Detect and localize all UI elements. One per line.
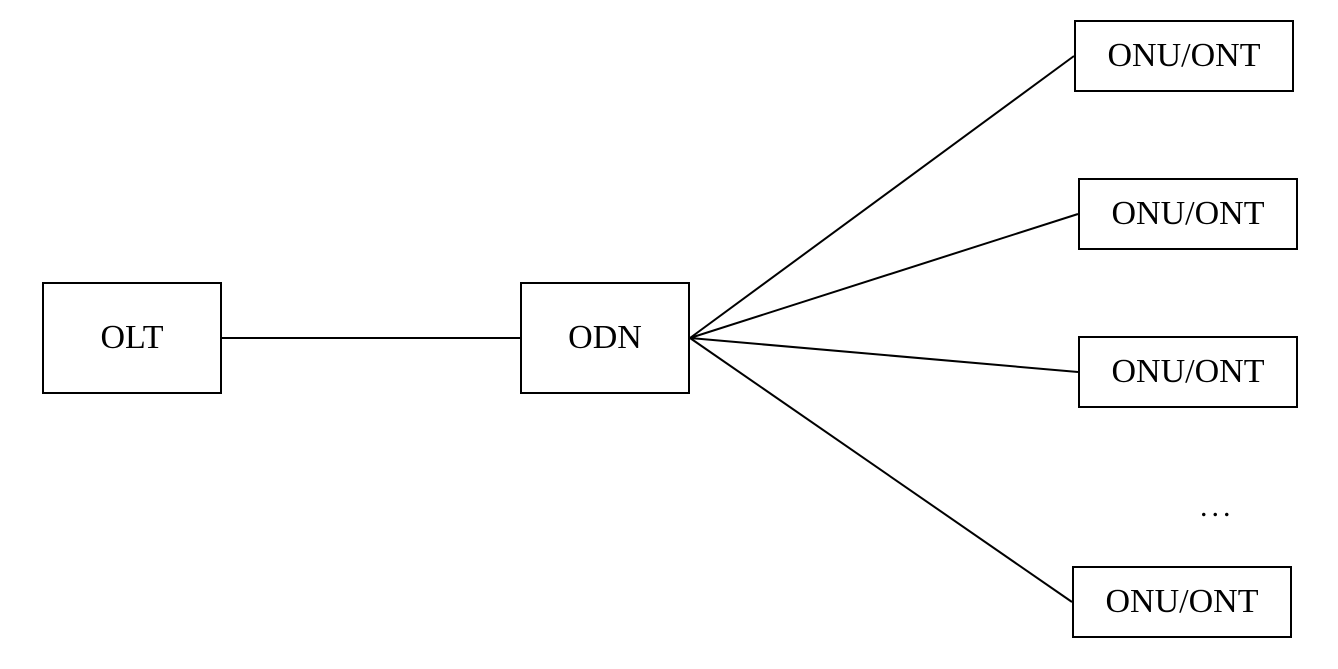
node-olt-label: OLT [101,319,164,357]
node-onu1: ONU/ONT [1074,20,1294,92]
node-odn: ODN [520,282,690,394]
pon-diagram: OLT ODN ONU/ONT ONU/ONT ONU/ONT ONU/ONT … [0,0,1338,669]
node-onu2: ONU/ONT [1078,178,1298,250]
node-onu4: ONU/ONT [1072,566,1292,638]
edge-odn-onu1 [690,56,1074,338]
node-onu3: ONU/ONT [1078,336,1298,408]
ellipsis-text: ... [1200,490,1235,524]
node-onu2-label: ONU/ONT [1112,195,1265,233]
node-onu1-label: ONU/ONT [1108,37,1261,75]
node-onu4-label: ONU/ONT [1106,583,1259,621]
node-olt: OLT [42,282,222,394]
node-odn-label: ODN [568,319,642,357]
edge-odn-onu3 [690,338,1078,372]
node-onu3-label: ONU/ONT [1112,353,1265,391]
edge-odn-onu2 [690,214,1078,338]
edge-odn-onu4 [690,338,1072,602]
